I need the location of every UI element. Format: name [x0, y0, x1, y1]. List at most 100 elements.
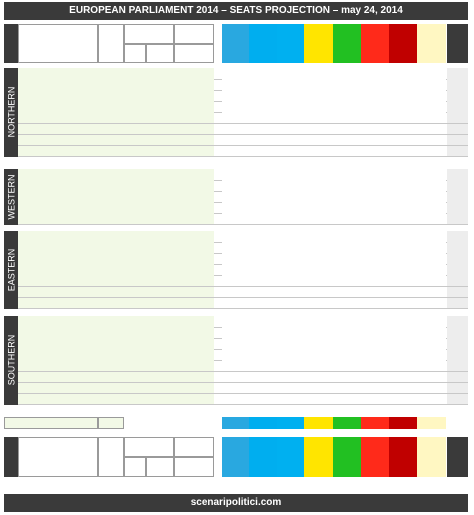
party-seats-efd — [222, 231, 249, 243]
poll-hour — [146, 213, 174, 225]
party-seats-ni — [417, 79, 446, 91]
party-seats-green — [333, 382, 361, 394]
party-seats-ni — [417, 68, 446, 80]
poll-day — [124, 231, 146, 243]
party-seats-ecr — [249, 242, 277, 254]
party-seats-efd — [222, 349, 249, 361]
country-seats — [98, 382, 124, 394]
poll-day — [124, 123, 146, 135]
party-seats-epp — [277, 327, 304, 339]
country-name — [18, 213, 98, 225]
party-seats-green — [333, 169, 361, 181]
party-seats-sd — [361, 371, 389, 383]
party-seats-efd — [222, 286, 249, 298]
poll-day — [124, 180, 146, 192]
party-seats-sd — [361, 169, 389, 181]
poll-hour — [146, 338, 174, 350]
party-header-sd — [361, 437, 389, 477]
poll-day — [124, 90, 146, 102]
party-seats-gue — [389, 275, 417, 287]
country-code — [447, 327, 468, 339]
country-seats — [98, 79, 124, 91]
country-seats — [98, 101, 124, 113]
country-code — [447, 213, 468, 225]
poll-hour — [146, 134, 174, 146]
party-seats-gue — [389, 286, 417, 298]
party-seats-green — [333, 316, 361, 328]
party-seats-epp — [277, 90, 304, 102]
party-seats-ecr — [249, 297, 277, 309]
country-code — [447, 297, 468, 309]
party-seats-efd — [222, 242, 249, 254]
counting-pct — [174, 242, 214, 254]
party-seats-epp — [277, 264, 304, 276]
party-header-epp — [277, 24, 304, 63]
party-seats-ecr — [249, 79, 277, 91]
poll-day — [124, 79, 146, 91]
party-seats-gue — [389, 90, 417, 102]
poll-hour — [146, 180, 174, 192]
country-seats — [98, 134, 124, 146]
party-seats-epp — [277, 112, 304, 124]
poll-day — [124, 101, 146, 113]
party-seats-sd — [361, 393, 389, 405]
party-seats-efd — [222, 297, 249, 309]
header-hour — [146, 43, 174, 63]
party-seats-green — [333, 90, 361, 102]
country-name — [18, 360, 98, 372]
counting-pct — [174, 145, 214, 157]
party-seats-green — [333, 327, 361, 339]
country-code — [447, 191, 468, 203]
poll-hour — [146, 90, 174, 102]
party-seats-alde — [304, 68, 333, 80]
party-header-gue — [389, 437, 417, 477]
row-divider — [18, 156, 468, 158]
party-seats-gue — [389, 253, 417, 265]
country-code — [447, 90, 468, 102]
country-name — [18, 349, 98, 361]
header-counting — [174, 437, 214, 457]
poll-day — [124, 202, 146, 214]
country-name — [18, 327, 98, 339]
country-name — [18, 112, 98, 124]
party-seats-ecr — [249, 360, 277, 372]
country-code — [447, 123, 468, 135]
country-code — [447, 382, 468, 394]
party-seats-efd — [222, 264, 249, 276]
country-code — [447, 134, 468, 146]
country-name — [18, 242, 98, 254]
party-seats-epp — [277, 191, 304, 203]
party-seats-efd — [222, 68, 249, 80]
party-seats-alde — [304, 79, 333, 91]
row-divider — [18, 404, 468, 406]
party-header-gue — [389, 24, 417, 63]
country-seats — [98, 286, 124, 298]
poll-day — [124, 382, 146, 394]
party-seats-efd — [222, 360, 249, 372]
country-code — [447, 393, 468, 405]
poll-day — [124, 68, 146, 80]
party-seats-gue — [389, 169, 417, 181]
header-pct — [174, 43, 214, 63]
party-seats-green — [333, 123, 361, 135]
poll-hour — [146, 316, 174, 328]
party-seats-epp — [277, 316, 304, 328]
party-seats-epp — [277, 242, 304, 254]
counting-pct — [174, 112, 214, 124]
poll-day — [124, 145, 146, 157]
party-seats-epp — [277, 213, 304, 225]
site-footer: scenaripolitici.com — [4, 494, 468, 512]
country-seats — [98, 213, 124, 225]
region-label: SOUTHERN — [4, 316, 18, 405]
party-seats-ni — [417, 180, 446, 192]
party-seats-ecr — [249, 327, 277, 339]
party-seats-gue — [389, 264, 417, 276]
counting-pct — [174, 90, 214, 102]
country-name — [18, 123, 98, 135]
party-total-sd — [361, 417, 389, 429]
party-seats-green — [333, 349, 361, 361]
party-seats-efd — [222, 112, 249, 124]
party-seats-alde — [304, 316, 333, 328]
party-seats-ni — [417, 202, 446, 214]
counting-pct — [174, 382, 214, 394]
